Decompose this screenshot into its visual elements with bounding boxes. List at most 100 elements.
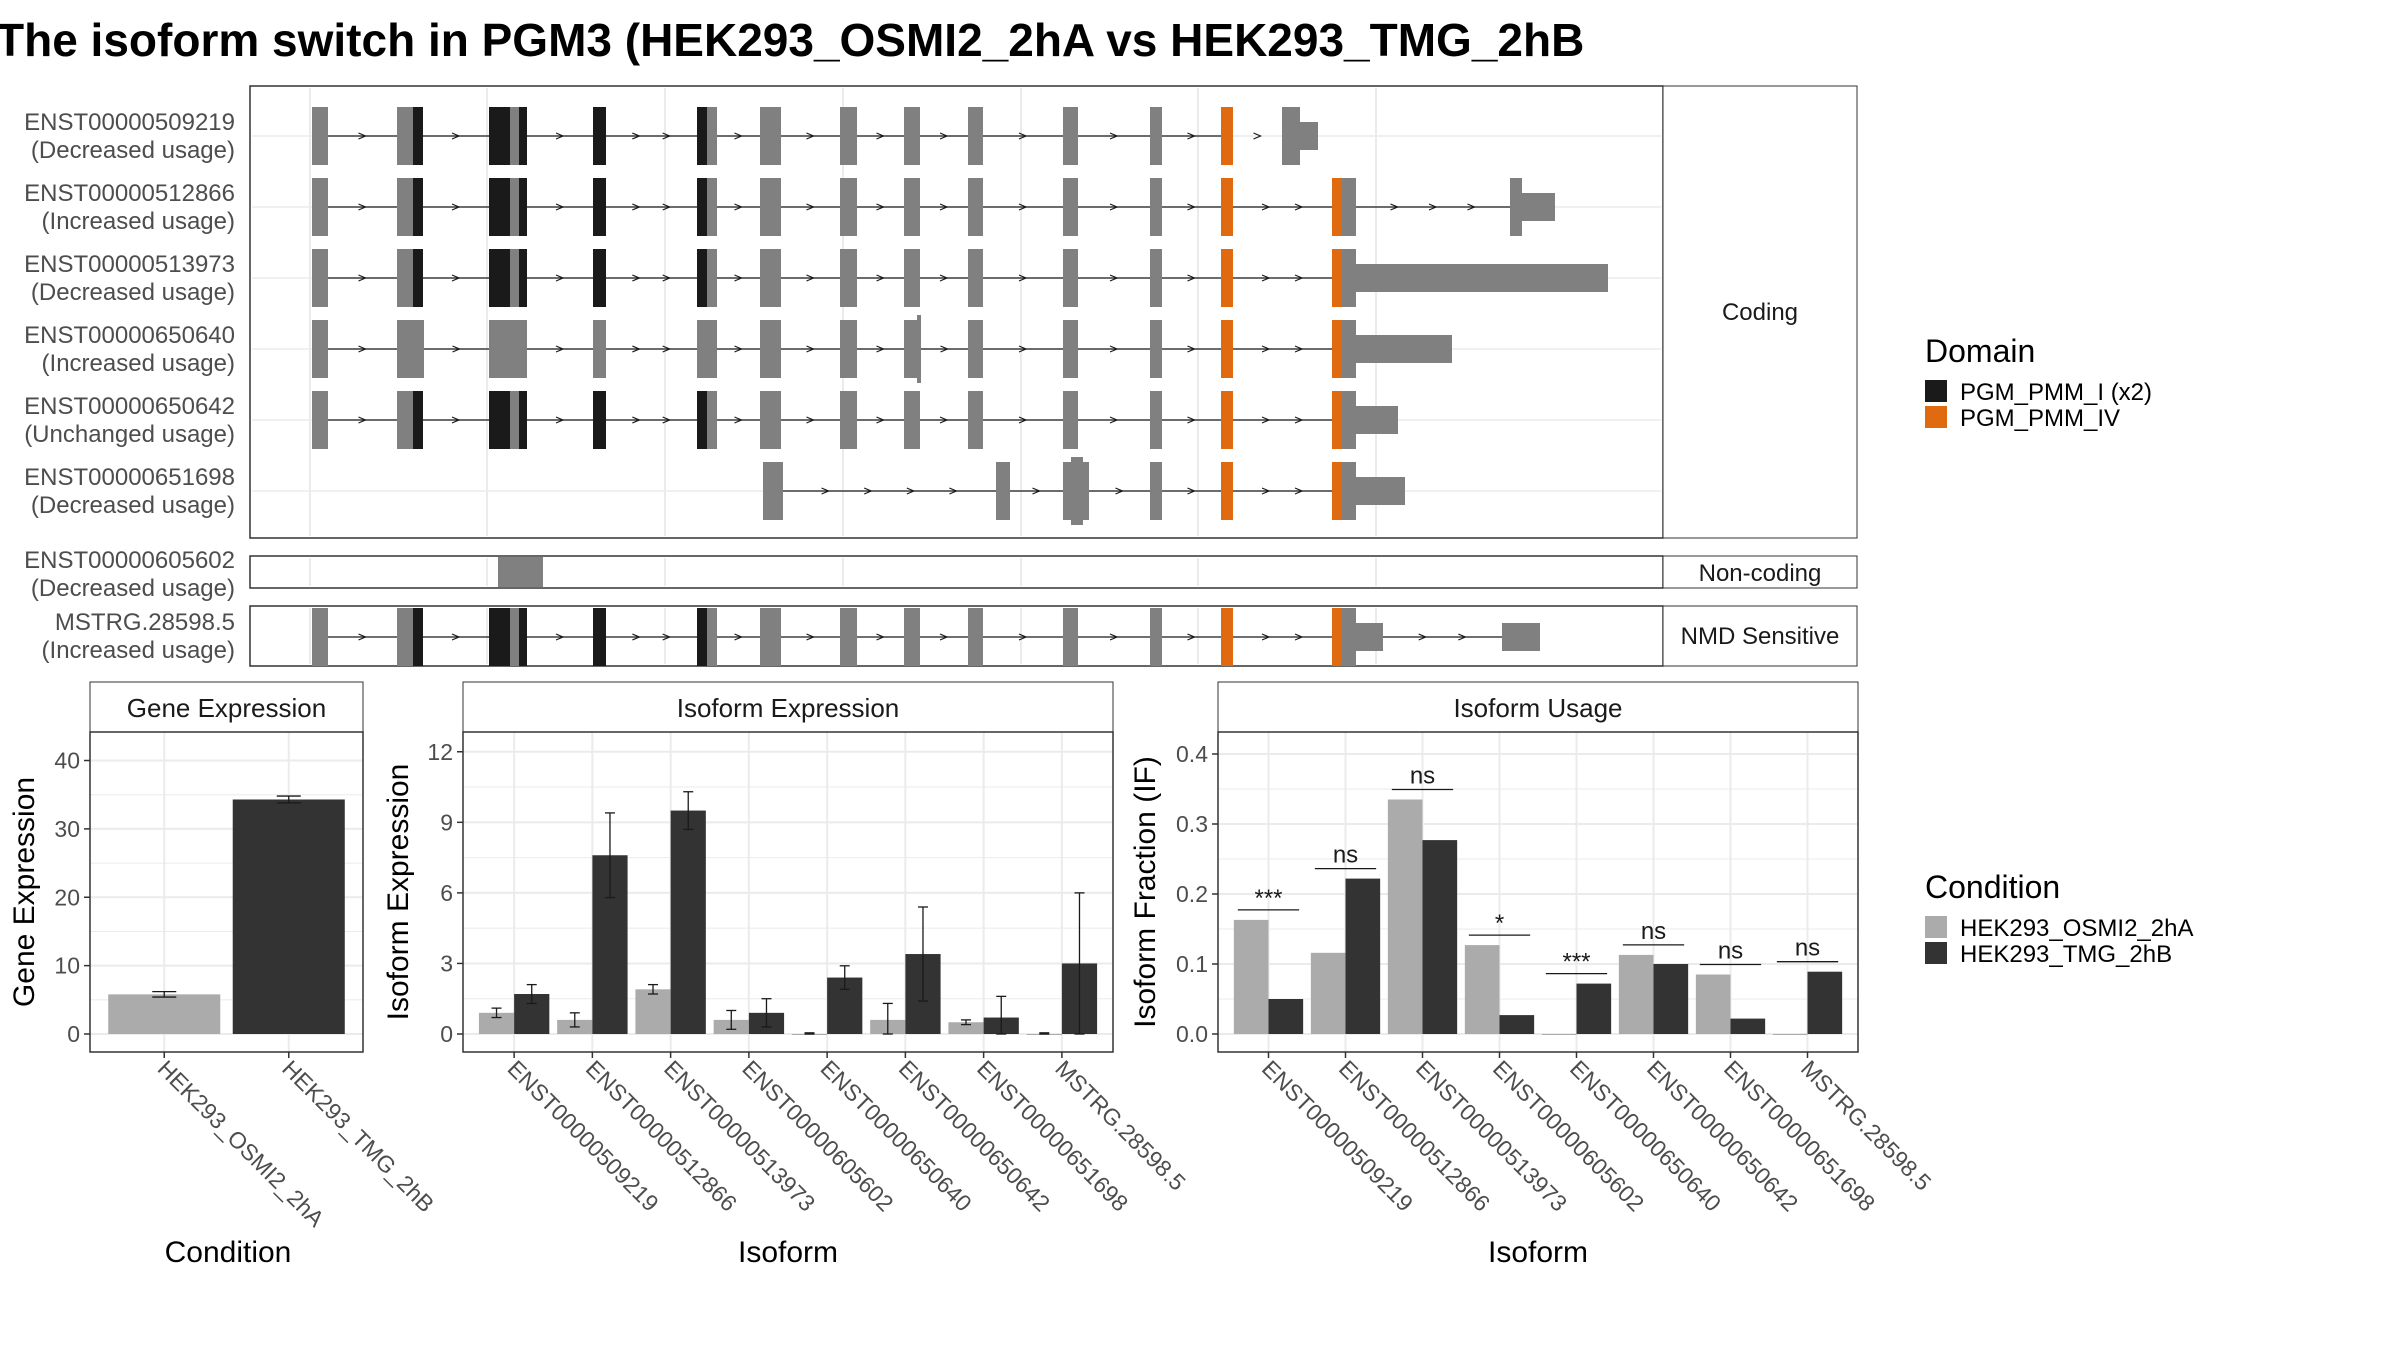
- transcript-track: [312, 391, 1398, 449]
- x-tick-label: ENST00000650642: [1642, 1055, 1803, 1216]
- noncoding-strip-label: Non-coding: [1699, 560, 1822, 587]
- x-tick-label: MSTRG.28598.5: [1796, 1055, 1936, 1195]
- exon: [1150, 462, 1162, 520]
- x-tick-label: ENST00000512866: [1334, 1055, 1495, 1216]
- domain-pgm-pmm-i: [519, 391, 527, 449]
- intron-arrow: [1018, 633, 1028, 641]
- bar: [1422, 840, 1458, 1034]
- intron-arrow: [876, 416, 886, 424]
- x-tick-label: ENST00000509219: [503, 1055, 664, 1216]
- exon: [1356, 623, 1383, 651]
- legend-key-cond-a: [1925, 916, 1947, 938]
- coding-strip: [1662, 85, 1858, 539]
- tx-label-id: ENST00000512866: [24, 180, 235, 207]
- intron-arrow: [1294, 203, 1304, 211]
- x-tick-label: ENST00000513973: [659, 1055, 820, 1216]
- significance-label: ***: [1254, 885, 1282, 912]
- y-tick-label: 40: [54, 748, 80, 774]
- domain-pgm-pmm-i: [413, 107, 423, 165]
- intron-arrow: [863, 487, 873, 495]
- exon: [510, 107, 519, 165]
- intron-arrow: [734, 132, 744, 140]
- domain-pgm-pmm-i: [519, 608, 527, 666]
- exon: [510, 178, 519, 236]
- legend-label-cond-b: HEK293_TMG_2hB: [1960, 941, 2172, 968]
- bar: [1345, 878, 1381, 1034]
- x-tick-label: ENST00000509219: [1257, 1055, 1418, 1216]
- bar: [1310, 952, 1346, 1034]
- y-axis-label: Gene Expression: [8, 777, 41, 1007]
- exon: [840, 320, 857, 378]
- intron-arrow: [876, 203, 886, 211]
- tx-label-usage: (Increased usage): [42, 637, 235, 664]
- intron-arrow: [1187, 132, 1197, 140]
- exon: [1522, 193, 1555, 221]
- intron-arrow: [734, 416, 744, 424]
- plot-frame: [1217, 731, 1859, 1053]
- tx-label-usage: (Decreased usage): [31, 575, 235, 602]
- transcript-track: [498, 557, 543, 587]
- exon: [510, 249, 519, 307]
- x-tick-label: ENST00000650642: [894, 1055, 1055, 1216]
- legend-label-pgm-pmm-iv: PGM_PMM_IV: [1960, 405, 2120, 432]
- exon: [760, 107, 781, 165]
- domain-pgm-pmm-i: [697, 249, 707, 307]
- intron-arrow: [806, 274, 816, 282]
- intron-arrow: [1187, 203, 1197, 211]
- domain-pgm-pmm-iv: [1221, 391, 1233, 449]
- exon: [840, 249, 857, 307]
- intron-arrow: [876, 345, 886, 353]
- panel-strip: [462, 681, 1114, 733]
- intron-arrow: [358, 345, 368, 353]
- intron-arrow: [1294, 416, 1304, 424]
- domain-pgm-pmm-i: [413, 608, 423, 666]
- exon: [397, 107, 413, 165]
- intron-arrow: [821, 487, 831, 495]
- intron-arrow: [555, 416, 565, 424]
- tx-label-usage: (Increased usage): [42, 208, 235, 235]
- bar-panel: Isoform Expression036912ENST00000509219E…: [382, 681, 1191, 1269]
- significance-label: ns: [1333, 842, 1358, 869]
- x-tick-label: ENST00000513973: [1411, 1055, 1572, 1216]
- y-tick-label: 20: [54, 884, 80, 910]
- significance-label: ns: [1641, 918, 1666, 945]
- exon: [904, 320, 917, 378]
- intron-arrow: [1109, 203, 1119, 211]
- bar-panel: Isoform Usage 0.0 0.1 0.2 0.3 0.4 *** ENST00000…: [1129, 681, 1936, 1269]
- intron-arrow: [451, 416, 461, 424]
- intron-arrow: [555, 345, 565, 353]
- exon: [1356, 477, 1405, 505]
- panel-title: Isoform Expression: [677, 693, 900, 723]
- transcript-track: [312, 608, 1540, 666]
- isoform-structure-plot: Coding Non-coding NMD Sensitive ENST0000…: [24, 85, 1858, 667]
- intron-arrow: [1187, 416, 1197, 424]
- intron-arrow: [1294, 345, 1304, 353]
- exon: [1150, 107, 1162, 165]
- intron-arrow: [632, 416, 641, 424]
- domain-pgm-pmm-i: [489, 608, 510, 666]
- intron-arrow: [876, 274, 886, 282]
- exon: [840, 391, 857, 449]
- panel-title: Gene Expression: [127, 693, 326, 723]
- bar: [1233, 919, 1269, 1034]
- x-tick-label: ENST00000605602: [737, 1055, 898, 1216]
- transcript-track: [312, 315, 1452, 383]
- exon: [510, 608, 519, 666]
- exon: [1342, 178, 1356, 236]
- significance-label: ns: [1410, 763, 1435, 790]
- tx-label-usage: (Unchanged usage): [24, 421, 235, 448]
- y-tick-label: 0.0: [1176, 1021, 1208, 1047]
- intron-arrow: [451, 203, 461, 211]
- y-tick-label: 0.4: [1176, 741, 1208, 767]
- exon: [1150, 178, 1162, 236]
- domain-pgm-pmm-iv: [1332, 608, 1342, 666]
- intron-arrow: [1294, 633, 1304, 641]
- domain-pgm-pmm-iv: [1332, 320, 1342, 378]
- domain-pgm-pmm-iv: [1221, 608, 1233, 666]
- intron-arrow: [358, 633, 368, 641]
- exon: [593, 320, 606, 378]
- intron-arrow: [632, 633, 641, 641]
- intron-arrow: [662, 274, 672, 282]
- intron-arrow: [662, 345, 672, 353]
- exon: [1342, 249, 1356, 307]
